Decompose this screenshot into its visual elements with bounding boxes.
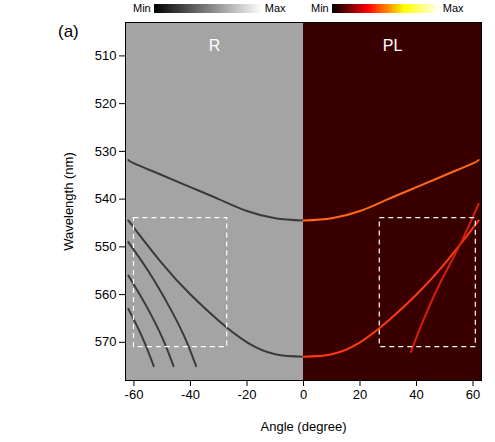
svg-text:20: 20 <box>353 387 367 402</box>
svg-text:540: 540 <box>95 191 117 206</box>
html-text:Min: Min <box>133 2 151 14</box>
svg-text:-20: -20 <box>238 387 257 402</box>
svg-text:40: 40 <box>409 387 423 402</box>
html-text:Max: Max <box>264 2 286 14</box>
svg-text:Angle (degree): Angle (degree) <box>261 419 347 434</box>
svg-text:-60: -60 <box>125 387 144 402</box>
svg-text:520: 520 <box>95 96 117 111</box>
svg-text:550: 550 <box>95 239 117 254</box>
html-text:Max: Max <box>442 2 464 14</box>
html-text:(a): (a) <box>58 22 79 41</box>
svg-text:-40: -40 <box>181 387 200 402</box>
svg-text:0: 0 <box>300 387 307 402</box>
svg-text:570: 570 <box>95 334 117 349</box>
svg-text:R: R <box>209 37 221 54</box>
svg-text:530: 530 <box>95 144 117 159</box>
svg-text:PL: PL <box>383 37 403 54</box>
svg-text:560: 560 <box>95 287 117 302</box>
html-text:Min: Min <box>311 2 329 14</box>
svg-text:60: 60 <box>466 387 480 402</box>
svg-text:510: 510 <box>95 48 117 63</box>
svg-text:Wavelength (nm): Wavelength (nm) <box>61 152 76 251</box>
